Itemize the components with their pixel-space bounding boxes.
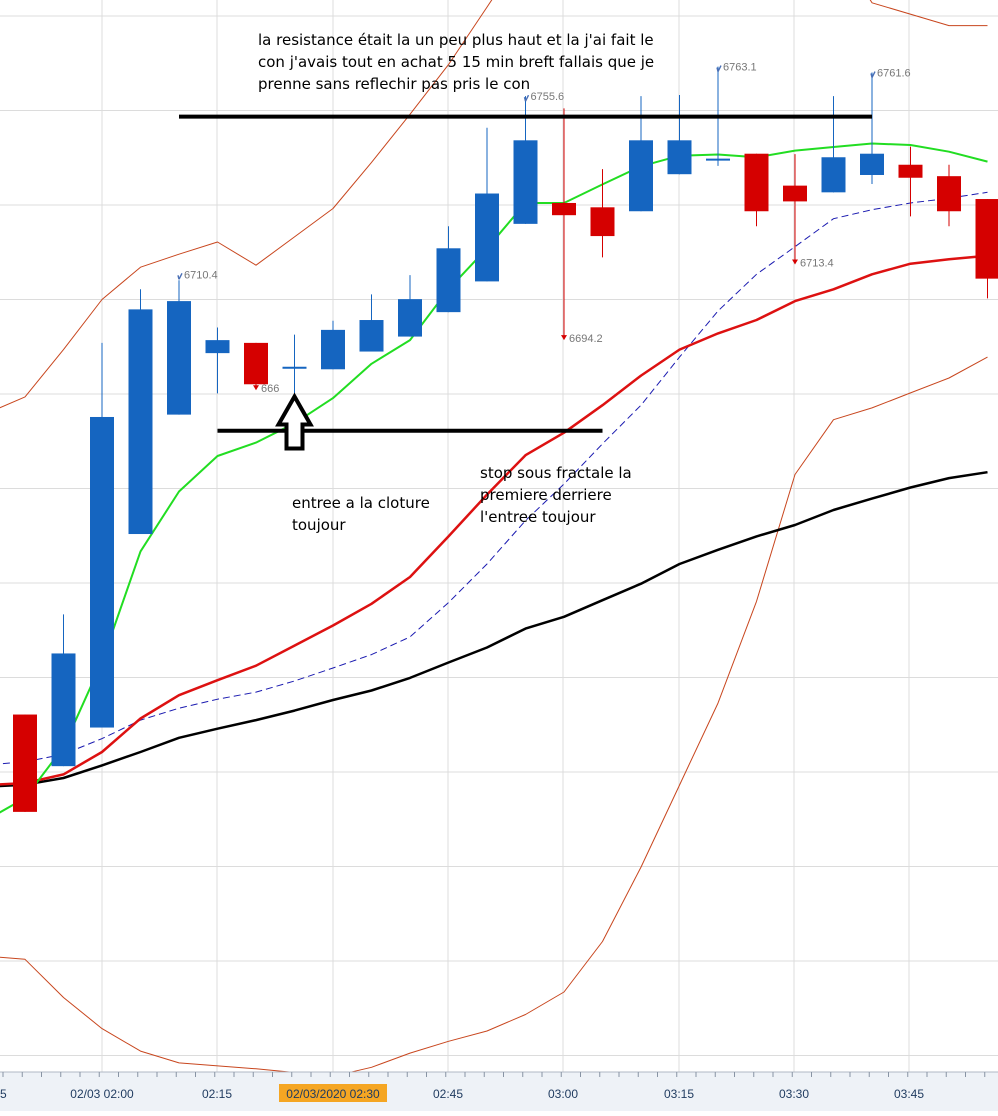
candle-body <box>13 715 37 812</box>
candle[interactable] <box>860 73 884 185</box>
candle[interactable] <box>976 199 998 298</box>
fractal-label: 6694.2 <box>569 333 603 345</box>
entry-arrow-up-icon[interactable] <box>279 396 311 448</box>
candle[interactable] <box>167 280 191 414</box>
candle[interactable] <box>90 343 114 728</box>
time-axis-tick-label: 02/03 02:00 <box>70 1087 134 1101</box>
fractal-marker: 6694.2 <box>561 333 603 345</box>
candle[interactable] <box>129 289 153 534</box>
candle-body <box>52 653 76 766</box>
candle-body <box>976 199 998 279</box>
candle[interactable] <box>552 108 576 338</box>
fractal-up-icon <box>525 95 529 101</box>
stop-note: stop sous fractale la premiere derriere … <box>480 462 680 528</box>
candle[interactable] <box>745 154 769 227</box>
time-axis-tick-label: 03:15 <box>664 1087 694 1101</box>
candle-body <box>822 157 846 192</box>
candle[interactable] <box>783 154 807 262</box>
candle[interactable] <box>244 343 268 386</box>
candle-body <box>167 301 191 415</box>
fractal-down-icon <box>253 385 259 390</box>
fractal-up-icon <box>178 273 182 279</box>
candle-body <box>398 299 422 336</box>
candle-body <box>129 309 153 534</box>
time-axis-background <box>0 1072 998 1111</box>
fractal-label: 6761.6 <box>877 68 911 80</box>
time-axis-tick-label: 03:45 <box>894 1087 924 1101</box>
entry-note: entree a la cloture toujour <box>292 492 472 536</box>
fractal-down-icon <box>792 259 798 264</box>
time-axis-tick-label: 02:15 <box>202 1087 232 1101</box>
candle-body <box>629 140 653 211</box>
candle-body <box>514 140 538 224</box>
candle[interactable] <box>360 294 384 351</box>
candle-body <box>321 330 345 369</box>
resistance-note: la resistance était la un peu plus haut … <box>258 29 688 95</box>
candle[interactable] <box>899 147 923 217</box>
candle[interactable] <box>398 275 422 336</box>
candle[interactable] <box>475 128 499 282</box>
fractal-marker: 6763.1 <box>717 62 757 74</box>
candle[interactable] <box>13 715 37 812</box>
time-axis: 02/03 02:00 02:15 02/03/2020 02:30 02:45 03:… <box>0 1072 998 1111</box>
candle-body <box>552 203 576 215</box>
fractal-label: 6713.4 <box>800 257 834 269</box>
candle-body <box>860 154 884 175</box>
fractal-label: 666 <box>261 383 279 395</box>
fractal-up-icon <box>871 72 875 78</box>
candle-body <box>206 340 230 353</box>
candle-body <box>360 320 384 352</box>
candle[interactable] <box>321 321 345 369</box>
fractal-marker: 6710.4 <box>178 269 218 281</box>
fractal-up-icon <box>717 66 721 72</box>
candle[interactable] <box>52 614 76 766</box>
candle[interactable] <box>629 96 653 211</box>
time-axis-tick-label: 5 <box>0 1087 7 1101</box>
fractal-down-icon <box>561 335 567 340</box>
candle-body <box>90 417 114 728</box>
candle[interactable] <box>668 95 692 174</box>
candles[interactable] <box>13 67 998 812</box>
candle[interactable] <box>283 335 307 395</box>
candle-body <box>591 207 615 236</box>
time-axis-tick-label: 03:30 <box>779 1087 809 1101</box>
fractal-label: 6763.1 <box>723 62 757 74</box>
fractal-marker: 6713.4 <box>792 257 834 269</box>
candle[interactable] <box>437 226 461 312</box>
fractal-marker: 6761.6 <box>871 68 911 80</box>
fractal-marker: 666 <box>253 383 279 395</box>
candle-body <box>899 165 923 178</box>
candle-body <box>783 186 807 202</box>
time-axis-tick-label: 03:00 <box>548 1087 578 1101</box>
candle-body <box>937 176 961 211</box>
candle-body <box>745 154 769 212</box>
candle-body <box>475 194 499 282</box>
fractal-label: 6710.4 <box>184 269 218 281</box>
candle-body <box>244 343 268 384</box>
candle-body <box>668 140 692 174</box>
candle-body <box>437 248 461 312</box>
time-axis-tick-label: 02:45 <box>433 1087 463 1101</box>
candle[interactable] <box>937 165 961 226</box>
candle[interactable] <box>591 169 615 257</box>
candle[interactable] <box>206 328 230 394</box>
time-axis-tick-label: 02/03/2020 02:30 <box>286 1087 380 1101</box>
